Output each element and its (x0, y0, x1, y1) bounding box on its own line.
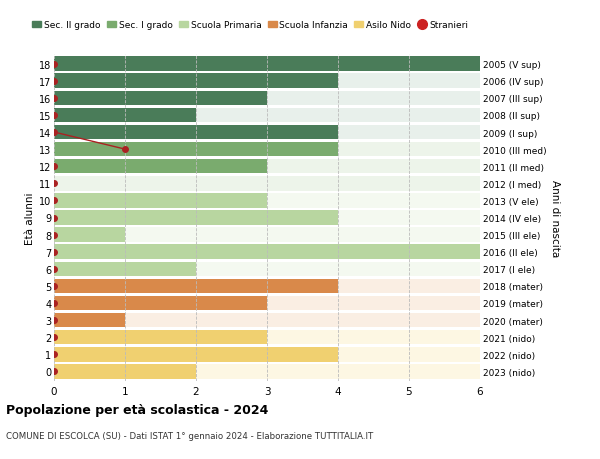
Point (49, 368, 59, 375)
Bar (54, 228, 125, 242)
Bar (54, 330, 480, 345)
Bar (54, 74, 338, 89)
Point (49, 112, 59, 119)
Bar (54, 143, 338, 157)
Bar (54, 296, 267, 311)
Bar (54, 74, 480, 89)
Point (49, 61, 59, 68)
Point (49, 266, 59, 273)
Bar (54, 160, 480, 174)
Point (49, 351, 59, 358)
Bar (54, 57, 480, 72)
Point (49, 300, 59, 307)
Bar (54, 125, 338, 140)
Bar (54, 177, 480, 191)
Y-axis label: Età alunni: Età alunni (25, 192, 35, 244)
Y-axis label: Anni di nascita: Anni di nascita (550, 179, 560, 257)
Bar (54, 330, 267, 345)
Bar (54, 194, 267, 208)
Bar (54, 245, 480, 259)
Bar (54, 279, 480, 293)
Point (49, 317, 59, 324)
Bar (54, 57, 480, 72)
Bar (54, 108, 480, 123)
Legend: Sec. II grado, Sec. I grado, Scuola Primaria, Scuola Infanzia, Asilo Nido, Stran: Sec. II grado, Sec. I grado, Scuola Prim… (29, 17, 472, 34)
Bar (54, 108, 196, 123)
Point (49, 283, 59, 290)
Bar (54, 364, 480, 379)
Bar (54, 313, 125, 328)
Point (49, 95, 59, 102)
Bar (54, 313, 480, 328)
Bar (54, 296, 480, 311)
Bar (54, 347, 480, 362)
Bar (54, 245, 480, 259)
Point (49, 248, 59, 256)
Bar (54, 125, 480, 140)
Bar (54, 160, 267, 174)
Bar (54, 279, 338, 293)
Point (49, 129, 59, 136)
Point (49, 180, 59, 188)
Bar (54, 262, 196, 276)
Bar (54, 211, 338, 225)
Point (49, 163, 59, 170)
Point (49, 231, 59, 239)
Point (49, 214, 59, 222)
Bar (54, 143, 480, 157)
Bar (54, 262, 480, 276)
Bar (54, 347, 338, 362)
Bar (54, 91, 480, 106)
Bar (54, 228, 480, 242)
Bar (54, 194, 480, 208)
Text: Popolazione per età scolastica - 2024: Popolazione per età scolastica - 2024 (6, 403, 268, 416)
Bar (54, 91, 267, 106)
Bar (54, 211, 480, 225)
Text: COMUNE DI ESCOLCA (SU) - Dati ISTAT 1° gennaio 2024 - Elaborazione TUTTITALIA.IT: COMUNE DI ESCOLCA (SU) - Dati ISTAT 1° g… (6, 431, 373, 440)
Point (49, 334, 59, 341)
Point (120, 146, 130, 153)
Point (49, 197, 59, 205)
Point (49, 78, 59, 85)
Bar (54, 364, 196, 379)
